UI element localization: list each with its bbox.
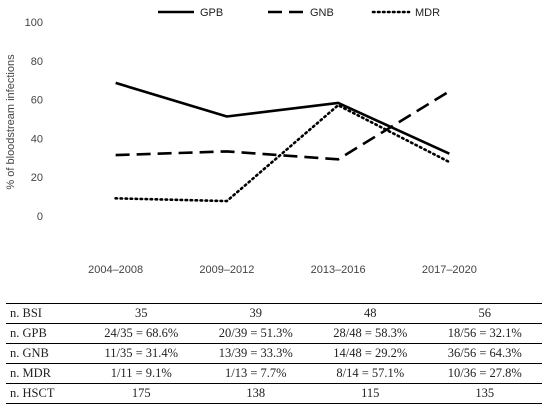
- data-table: n. BSI 35 39 48 56 n. GPB 24/35 = 68.6% 20/39 =…: [6, 303, 542, 404]
- y-tick-label: 20: [31, 172, 43, 184]
- table-cell: 1/11 = 9.1%: [110, 366, 172, 380]
- table-cell: 175: [131, 386, 151, 400]
- table-cell: 11/35 = 31.4%: [104, 346, 179, 360]
- row-header: n. BSI: [10, 306, 42, 320]
- series-lines: [114, 81, 451, 203]
- y-tick-label: 40: [31, 133, 43, 145]
- y-axis-label: % of bloodstream infections: [5, 54, 17, 190]
- row-header: n. MDR: [10, 366, 51, 380]
- table-cell: 8/14 = 57.1%: [336, 366, 405, 380]
- table-cell: 14/48 = 29.2%: [333, 346, 408, 360]
- table-cell: 13/39 = 33.3%: [218, 346, 293, 360]
- x-tick-label: 2013–2016: [311, 264, 366, 276]
- table-cell: 1/13 = 7.7%: [224, 366, 287, 380]
- table-row: n. GNB 11/35 = 31.4% 13/39 = 33.3% 14/48 = …: [6, 344, 542, 364]
- table-cell: 138: [246, 386, 266, 400]
- table-row: n. HSCT 175 138 115 135: [6, 384, 542, 404]
- series-line-mdr: [114, 103, 451, 203]
- table-cell: 115: [361, 386, 380, 400]
- table-cell: 48: [364, 306, 377, 320]
- row-header: n. GPB: [10, 326, 47, 340]
- table-row: n. MDR 1/11 = 9.1% 1/13 = 7.7% 8/14 = 57.1%…: [6, 364, 542, 384]
- table-cell: 20/39 = 51.3%: [218, 326, 293, 340]
- table-cell: 135: [475, 386, 495, 400]
- table-row: n. BSI 35 39 48 56: [6, 303, 542, 324]
- legend: GPB GNB MDR: [158, 7, 440, 19]
- y-tick-label: 0: [37, 211, 43, 223]
- table-cell: 36/56 = 64.3%: [447, 346, 522, 360]
- table-cell: 28/48 = 58.3%: [333, 326, 408, 340]
- table-cell: 56: [478, 306, 492, 320]
- legend-label-gnb: GNB: [310, 7, 334, 19]
- x-tick-label: 2004–2008: [88, 264, 143, 276]
- series-line-gpb: [115, 81, 450, 155]
- line-chart: % of bloodstream infections 0 20 40 60 80 100…: [5, 7, 477, 276]
- y-tick-label: 100: [25, 17, 43, 29]
- table-row: n. GPB 24/35 = 68.6% 20/39 = 51.3% 28/48 = …: [6, 324, 542, 344]
- x-tick-label: 2009–2012: [199, 264, 254, 276]
- table-cell: 18/56 = 32.1%: [447, 326, 522, 340]
- table-cell: 39: [249, 306, 263, 320]
- table-cell: 35: [135, 306, 148, 320]
- table-cell: 24/35 = 68.6%: [104, 326, 179, 340]
- x-tick-labels: 2004–2008 2009–2012 2013–2016 2017–2020: [88, 264, 477, 276]
- legend-label-gpb: GPB: [200, 7, 223, 19]
- y-tick-label: 80: [31, 56, 43, 68]
- row-header: n. HSCT: [10, 386, 55, 400]
- legend-label-mdr: MDR: [415, 7, 440, 19]
- series-line-gnb: [115, 90, 451, 161]
- y-tick-labels: 0 20 40 60 80 100: [25, 17, 43, 223]
- table-cell: 10/36 = 27.8%: [447, 366, 522, 380]
- x-tick-label: 2017–2020: [422, 264, 477, 276]
- y-tick-label: 60: [31, 95, 43, 107]
- row-header: n. GNB: [10, 346, 49, 360]
